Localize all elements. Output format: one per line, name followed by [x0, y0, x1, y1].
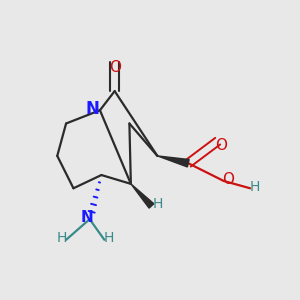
- Polygon shape: [131, 184, 154, 208]
- Text: O: O: [215, 138, 227, 153]
- Text: H: H: [152, 197, 163, 212]
- Text: N: N: [80, 210, 93, 225]
- Text: H: H: [56, 231, 67, 245]
- Text: N: N: [85, 100, 100, 118]
- Polygon shape: [158, 156, 189, 167]
- Text: H: H: [249, 180, 260, 194]
- Text: O: O: [222, 172, 234, 187]
- Text: O: O: [109, 60, 121, 75]
- Text: H: H: [103, 231, 114, 245]
